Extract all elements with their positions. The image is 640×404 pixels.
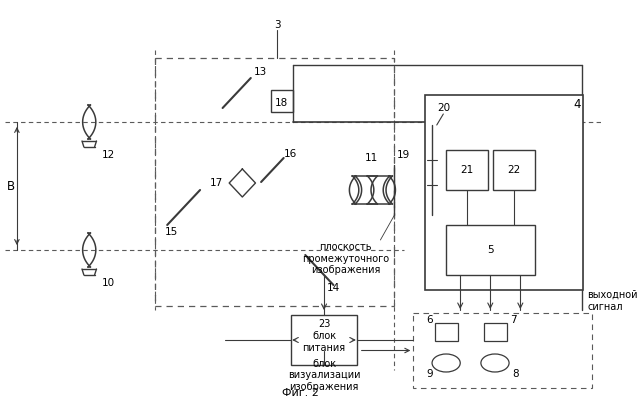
Text: 21: 21	[460, 165, 474, 175]
Text: 16: 16	[284, 149, 297, 159]
Text: 18: 18	[275, 98, 289, 108]
Text: 8: 8	[512, 369, 518, 379]
Bar	[426, 95, 583, 290]
Text: 17: 17	[211, 178, 223, 188]
Bar	[413, 313, 592, 388]
Text: 11: 11	[364, 153, 378, 163]
Bar	[484, 323, 507, 341]
Bar	[435, 323, 458, 341]
Bar	[446, 150, 488, 190]
Text: 15: 15	[164, 227, 178, 237]
Text: блок
визуализации
изображения: блок визуализации изображения	[288, 359, 360, 392]
Text: плоскость
промежуточного
изображения: плоскость промежуточного изображения	[302, 242, 389, 275]
Bar	[493, 150, 536, 190]
Text: 22: 22	[507, 165, 520, 175]
Text: 7: 7	[510, 315, 516, 325]
Text: 6: 6	[426, 315, 433, 325]
Text: 23
блок
питания: 23 блок питания	[303, 320, 346, 353]
Text: 4: 4	[573, 99, 580, 112]
Bar	[291, 315, 357, 365]
Text: 14: 14	[327, 283, 340, 293]
Text: 19: 19	[396, 150, 410, 160]
Text: 20: 20	[436, 103, 450, 113]
Ellipse shape	[481, 354, 509, 372]
Text: 12: 12	[101, 150, 115, 160]
Text: 3: 3	[274, 20, 280, 30]
Bar	[155, 58, 394, 306]
Text: 9: 9	[426, 369, 433, 379]
Text: B: B	[7, 179, 15, 192]
Text: Фиг. 2: Фиг. 2	[282, 388, 319, 398]
Text: 10: 10	[101, 278, 115, 288]
Bar	[446, 225, 536, 275]
Bar	[271, 90, 293, 112]
Ellipse shape	[432, 354, 460, 372]
Text: 5: 5	[488, 245, 494, 255]
Text: выходной
сигнал: выходной сигнал	[587, 290, 637, 311]
Text: 13: 13	[253, 67, 267, 77]
